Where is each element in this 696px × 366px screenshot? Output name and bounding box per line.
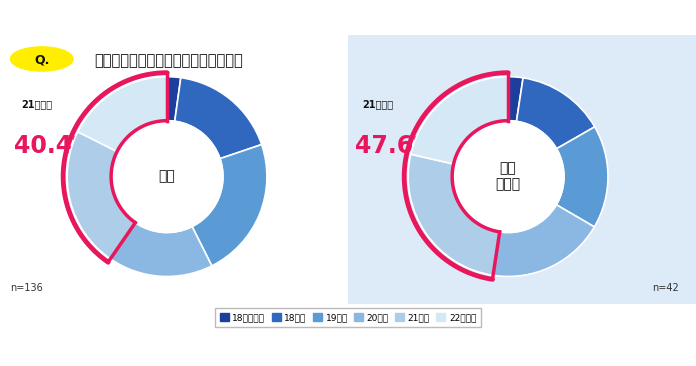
Wedge shape xyxy=(192,145,267,266)
Text: n=136: n=136 xyxy=(10,283,43,293)
Wedge shape xyxy=(67,132,135,259)
Circle shape xyxy=(111,121,223,232)
Text: いえらぶ: いえらぶ xyxy=(642,341,675,356)
Wedge shape xyxy=(175,78,262,158)
Text: 21時以降: 21時以降 xyxy=(21,99,52,109)
Text: 47.6%: 47.6% xyxy=(355,134,437,158)
Text: 21時以降: 21時以降 xyxy=(362,99,393,109)
Wedge shape xyxy=(556,127,608,227)
Wedge shape xyxy=(493,205,594,276)
Text: 40.4%: 40.4% xyxy=(14,134,95,158)
Wedge shape xyxy=(411,77,508,164)
Bar xyxy=(348,35,696,304)
Text: 2024年春の繁忙期・不動産業界の働き方についての調査（2024年いえらぶ調べ）: 2024年春の繁忙期・不動産業界の働き方についての調査（2024年いえらぶ調べ） xyxy=(10,340,187,347)
Text: 全体: 全体 xyxy=(159,169,175,184)
Text: 有効回答：エンドユーザー1,149名、不動産会社337名: 有効回答：エンドユーザー1,149名、不動産会社337名 xyxy=(10,353,132,359)
Text: 2024年春の繁忙期・不動産業界の働き方についての調査: 2024年春の繁忙期・不動産業界の働き方についての調査 xyxy=(256,12,440,22)
Wedge shape xyxy=(111,223,212,276)
Wedge shape xyxy=(78,77,167,152)
Wedge shape xyxy=(508,77,523,121)
Legend: 18時より前, 18時台, 19時台, 20時台, 21時台, 22時以降: 18時より前, 18時台, 19時台, 20時台, 21時台, 22時以降 xyxy=(215,309,481,326)
Circle shape xyxy=(452,121,564,232)
Circle shape xyxy=(10,47,73,71)
Text: Q.: Q. xyxy=(34,54,49,67)
Text: n=42: n=42 xyxy=(652,283,679,293)
Wedge shape xyxy=(408,154,500,275)
Wedge shape xyxy=(516,78,594,149)
Text: 賃貸仲介会社の繁忙期の退社時間は？: 賃貸仲介会社の繁忙期の退社時間は？ xyxy=(94,53,243,68)
Wedge shape xyxy=(167,77,181,121)
Bar xyxy=(0,35,348,304)
Text: 中間
管理職: 中間 管理職 xyxy=(496,161,521,192)
